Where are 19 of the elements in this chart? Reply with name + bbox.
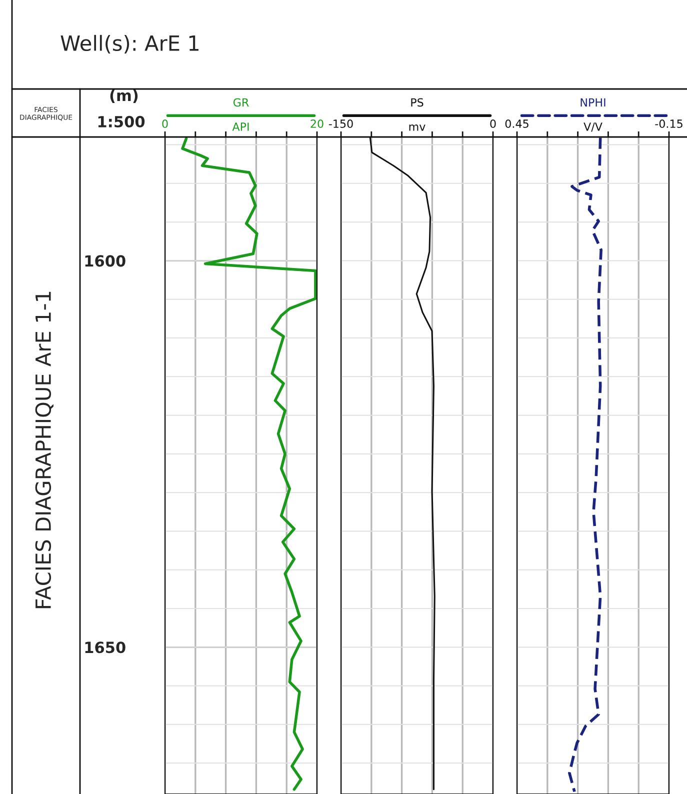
x-tick-label: 20 [310,120,324,128]
text: 1:500 [98,116,145,128]
text: FACIES DIAGRAPHIQUE ArE 1-1 [35,292,54,608]
chart-title: NPHI [580,98,606,106]
x-tick-label: -150 [328,120,353,128]
chart-title: GR [233,98,249,107]
text: Well(s): ArE 1 [60,34,198,54]
y-tick-label: 1600 [85,255,126,267]
chart-title: PS [411,98,424,107]
x-tick-label: 0 [490,120,496,128]
y-tick-label: 1650 [85,642,126,654]
x-tick-label: 0.45 [505,120,528,128]
x-tick-label: 0 [162,120,168,128]
x-tick-label: -0.15 [655,120,682,128]
x-axis-title: API [232,122,249,131]
y-axis-title: (m) [110,89,138,103]
x-axis-title: mv [409,124,426,131]
x-axis-title: V/V [584,122,602,132]
line-series [181,137,317,791]
